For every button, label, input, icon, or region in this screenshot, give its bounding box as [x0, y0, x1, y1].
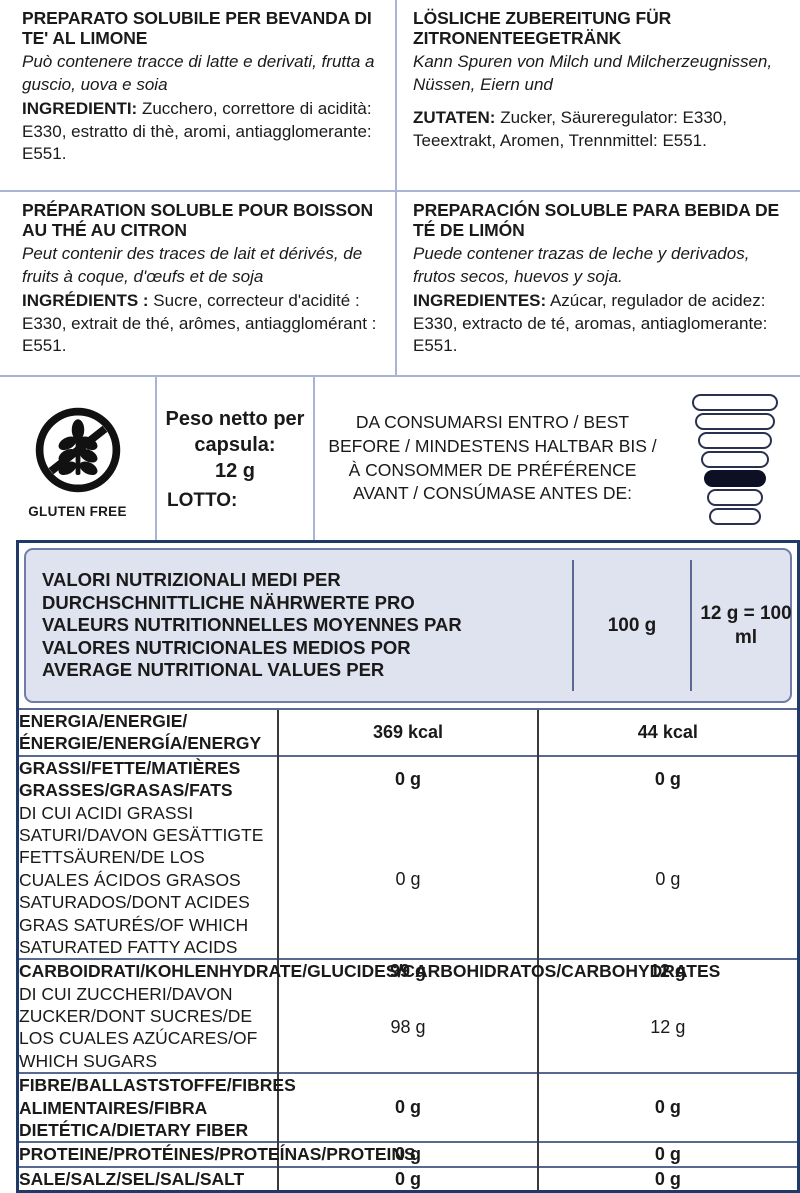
language-section-french: PRÉPARATION SOLUBLE POUR BOISSON AU THÉ … [0, 190, 395, 375]
ingredients-label-german: ZUTATEN: [413, 107, 496, 127]
ingredients-spanish: INGREDIENTES: Azúcar, regulador de acide… [413, 290, 786, 358]
allergen-notice-german: Kann Spuren von Milch und Milcherzeugnis… [413, 51, 773, 95]
column-header-12g: 12 g = 100 ml [690, 560, 800, 691]
best-before-text: DA CONSUMARSI ENTRO / BEST BEFORE / MIND… [328, 411, 657, 504]
nutrient-label: CARBOIDRATI/KOHLENHYDRATE/GLUCIDES/CARBO… [19, 958, 721, 983]
column-header-100g: 100 g [572, 560, 690, 691]
ingredients-text-italian: Zucchero, correttore di acidità: E330, e… [22, 98, 372, 164]
month-pill-stack[interactable] [692, 392, 778, 525]
date-pill[interactable] [704, 470, 766, 487]
language-section-german: LÖSLICHE ZUBEREITUNG FÜR ZITRONENTEEGETR… [395, 0, 800, 190]
nutrient-value-100g: 99 g [277, 958, 538, 983]
nutrient-value-12g: 0 g [536, 1072, 797, 1143]
language-section-italian: PREPARATO SOLUBILE PER BEVANDA DI TE' AL… [0, 0, 395, 190]
date-pill[interactable] [709, 508, 761, 525]
nutrition-header-line: DURCHSCHNITTLICHE NÄHRWERTE PRO [42, 591, 415, 613]
nutrient-value-100g: 0 g [277, 1141, 538, 1167]
nutrition-header-line: VALORI NUTRIZIONALI MEDI PER [42, 569, 341, 591]
nutrient-value-100g: 0 g [277, 754, 538, 802]
ingredients-label-spanish: INGREDIENTES: [413, 290, 547, 310]
nutrition-row: PROTEINE/PROTÉINES/PROTEÍNAS/PROTEINS 0 g… [19, 1141, 797, 1167]
nutrient-value-100g: 0 g [277, 801, 538, 960]
lot-number-label: LOTTO: [167, 489, 238, 511]
nutrient-value-12g: 12 g [536, 958, 797, 983]
ingredients-label-french: INGRÉDIENTS : [22, 290, 149, 310]
net-weight-text: Peso netto per capsula: [165, 407, 305, 456]
product-title-french: PRÉPARATION SOLUBLE POUR BOISSON AU THÉ … [22, 200, 374, 241]
product-title-german: LÖSLICHE ZUBEREITUNG FÜR ZITRONENTEEGETR… [413, 8, 672, 49]
nutrient-value-12g: 0 g [536, 1141, 797, 1167]
multilingual-product-description: PREPARATO SOLUBILE PER BEVANDA DI TE' AL… [0, 0, 800, 375]
nutrition-header-line: VALORES NUTRICIONALES MEDIOS POR [42, 636, 411, 658]
allergen-notice-italian: Può contenere tracce di latte e derivati… [22, 51, 375, 95]
nutrient-value-12g: 12 g [536, 982, 797, 1074]
nutrition-row: GRASSI/FETTE/MATIÈRES GRASSES/GRASAS/FAT… [19, 754, 797, 802]
nutrient-value-100g: 0 g [277, 1072, 538, 1143]
ingredients-text-german: Zucker, Säureregulator: E330, Teeextrakt… [413, 107, 727, 150]
nutrition-row: DI CUI ZUCCHERI/DAVON ZUCKER/DONT SUCRES… [19, 982, 797, 1074]
nutrient-label: DI CUI ZUCCHERI/DAVON ZUCKER/DONT SUCRES… [19, 983, 258, 1071]
ingredients-german: ZUTATEN: Zucker, Säureregulator: E330, T… [413, 107, 786, 153]
date-pill[interactable] [698, 432, 772, 449]
ingredients-text-french: Sucre, correcteur d'acidité : E330, extr… [22, 290, 377, 356]
net-weight-section: Peso netto per capsula: 12 g LOTTO: [155, 377, 313, 540]
nutrition-header-labels: VALORI NUTRIZIONALI MEDI PER DURCHSCHNITT… [26, 557, 572, 694]
nutrition-row: CARBOIDRATI/KOHLENHYDRATE/GLUCIDES/CARBO… [19, 958, 797, 983]
allergen-notice-spanish: Puede contener trazas de leche y derivad… [413, 243, 750, 287]
nutrient-value-100g: 369 kcal [277, 708, 538, 756]
nutrient-value-12g: 0 g [536, 1165, 797, 1191]
nutrient-label: DI CUI ACIDI GRASSI SATURI/DAVON GESÄTTI… [19, 802, 264, 957]
nutrient-label: GRASSI/FETTE/MATIÈRES GRASSES/GRASAS/FAT… [19, 754, 279, 802]
nutrient-value-12g: 0 g [536, 754, 797, 802]
date-pill[interactable] [707, 489, 763, 506]
nutrient-label: FIBRE/BALLASTSTOFFE/FIBRES ALIMENTAIRES/… [19, 1072, 296, 1143]
nutrient-value-12g: 0 g [536, 801, 797, 960]
nutrition-row: ENERGIA/ENERGIE/ÉNERGIE/ENERGÍA/ENERGY 36… [19, 708, 797, 756]
date-pill[interactable] [695, 413, 775, 430]
nutrition-row: DI CUI ACIDI GRASSI SATURI/DAVON GESÄTTI… [19, 801, 797, 960]
date-pill[interactable] [701, 451, 769, 468]
nutrition-header-line: VALEURS NUTRITIONNELLES MOYENNES PAR [42, 614, 462, 636]
product-info-band: GLUTEN FREE Peso netto per capsula: 12 g… [0, 375, 800, 540]
date-pill[interactable] [692, 394, 778, 411]
crossed-wheat-icon [30, 402, 126, 503]
gluten-free-label: GLUTEN FREE [28, 504, 127, 519]
language-section-spanish: PREPARACIÓN SOLUBLE PARA BEBIDA DE TÉ DE… [395, 190, 800, 375]
date-marker-section [670, 377, 800, 540]
gluten-free-mark: GLUTEN FREE [0, 377, 155, 540]
ingredients-french: INGRÉDIENTS : Sucre, correcteur d'acidit… [22, 290, 381, 358]
nutrient-label: PROTEINE/PROTÉINES/PROTEÍNAS/PROTEINS [19, 1141, 416, 1167]
nutrition-facts-table: VALORI NUTRIZIONALI MEDI PER DURCHSCHNITT… [16, 540, 800, 1193]
nutrient-label: SALE/SALZ/SEL/SAL/SALT [19, 1165, 279, 1191]
best-before-section: DA CONSUMARSI ENTRO / BEST BEFORE / MIND… [313, 377, 670, 540]
nutrient-value-12g: 44 kcal [536, 708, 797, 756]
nutrient-value-100g: 98 g [277, 982, 538, 1074]
ingredients-text-spanish: Azúcar, regulador de acidez: E330, extra… [413, 290, 768, 356]
ingredients-label-italian: INGREDIENTI: [22, 98, 138, 118]
nutrition-header-line: AVERAGE NUTRITIONAL VALUES PER [42, 659, 385, 681]
nutrient-label: ENERGIA/ENERGIE/ÉNERGIE/ENERGÍA/ENERGY [19, 708, 279, 756]
nutrition-row: FIBRE/BALLASTSTOFFE/FIBRES ALIMENTAIRES/… [19, 1072, 797, 1143]
product-title-spanish: PREPARACIÓN SOLUBLE PARA BEBIDA DE TÉ DE… [413, 200, 780, 241]
allergen-notice-french: Peut contenir des traces de lait et déri… [22, 243, 363, 287]
nutrient-value-100g: 0 g [277, 1165, 538, 1191]
nutrition-table-header-row: VALORI NUTRIZIONALI MEDI PER DURCHSCHNITT… [19, 543, 797, 709]
net-weight-label: Peso netto per capsula: 12 g [157, 406, 313, 484]
net-weight-value: 12 g [214, 459, 256, 482]
ingredients-italian: INGREDIENTI: Zucchero, correttore di aci… [22, 98, 381, 166]
product-title-italian: PREPARATO SOLUBILE PER BEVANDA DI TE' AL… [22, 8, 372, 49]
